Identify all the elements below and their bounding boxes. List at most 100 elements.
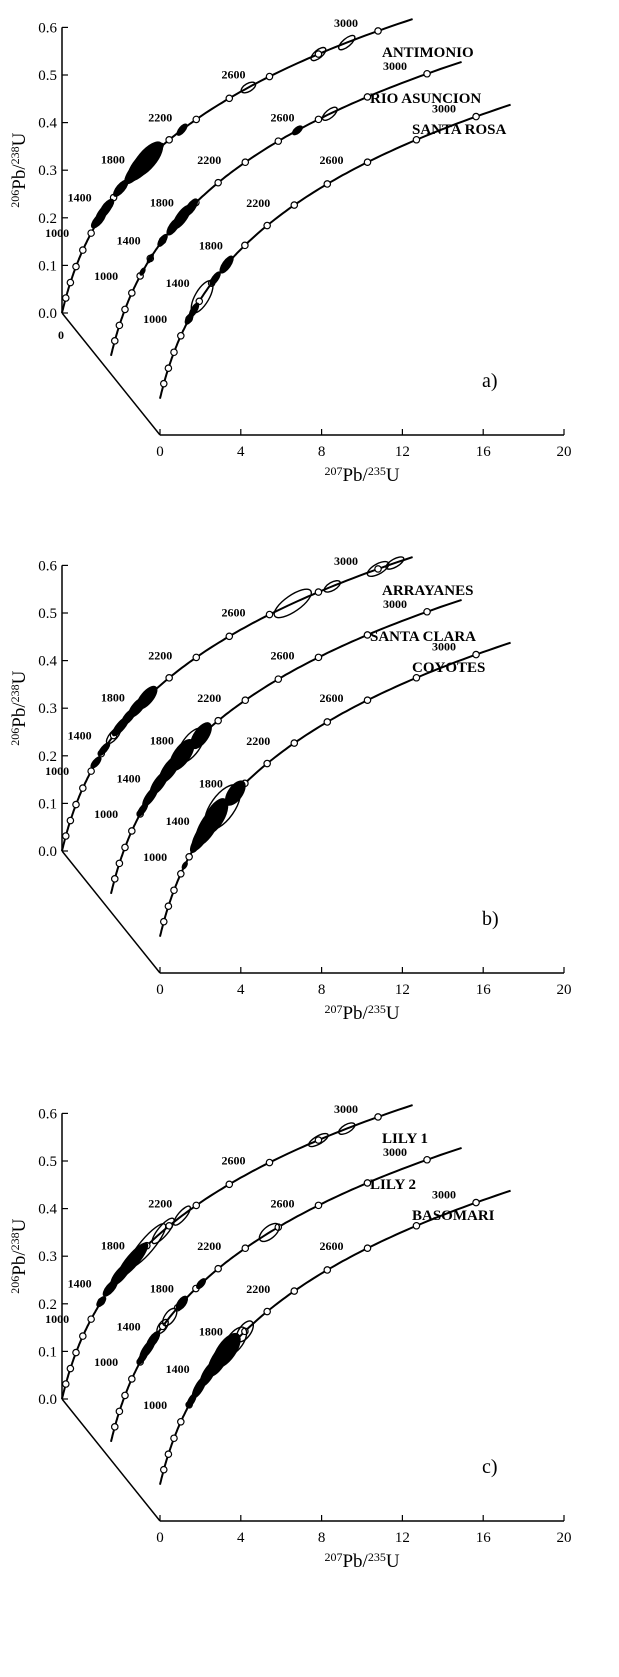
y-axis-title-base2: U (9, 132, 30, 146)
age-label: 1000 (94, 269, 118, 283)
error-ellipse (258, 1222, 281, 1243)
panel-label: a) (482, 370, 498, 392)
x-tick-label: 20 (557, 444, 572, 460)
x-axis-title-base: Pb/ (342, 465, 368, 486)
y-tick-label: 0.3 (38, 1249, 57, 1265)
error-ellipse (183, 198, 199, 217)
y-tick-label: 0.4 (38, 1202, 57, 1218)
panel-a: 0.00.10.20.30.40.50.60 4 8 12 16 200206Pb/238… (8, 16, 572, 486)
age-marker (110, 875, 119, 883)
x-tick-label: 16 (476, 982, 492, 998)
age-marker (274, 137, 283, 145)
age-label: 1000 (94, 1355, 118, 1369)
age-label: 3000 (334, 1102, 358, 1116)
oblique-axis-line (61, 1398, 161, 1522)
age-marker (472, 650, 480, 659)
age-label: 2600 (319, 153, 343, 167)
age-marker (192, 115, 201, 124)
age-marker (115, 1407, 124, 1416)
age-marker (177, 1417, 185, 1426)
y-axis-title-sup2: 238 (8, 684, 22, 702)
age-label: 1000 (45, 764, 69, 778)
age-label: 2200 (197, 691, 221, 705)
age-label: 1800 (101, 1239, 125, 1253)
age-label: 3000 (432, 1188, 456, 1202)
error-ellipse (235, 1320, 255, 1343)
y-tick-label: 0.1 (38, 1344, 57, 1360)
age-marker (79, 246, 87, 254)
x-tick-label: 12 (395, 1530, 410, 1546)
age-marker (192, 653, 201, 662)
error-ellipse (127, 1223, 167, 1269)
age-marker (121, 1391, 129, 1400)
age-marker (290, 1287, 299, 1295)
age-label: 2600 (221, 68, 245, 82)
y-axis-title: 206Pb/238U (8, 132, 30, 207)
age-marker (165, 674, 173, 682)
x-tick-label: 4 (237, 444, 245, 460)
y-axis-title-sup: 206 (8, 728, 22, 746)
age-label: 1000 (143, 312, 167, 326)
age-label: 1800 (101, 153, 125, 167)
age-marker (374, 1113, 382, 1121)
age-label: 2600 (270, 1196, 294, 1210)
age-label: 1400 (166, 814, 190, 828)
y-axis-title-sup2: 238 (8, 1232, 22, 1250)
error-ellipse (136, 685, 158, 710)
age-marker (323, 180, 332, 188)
age-label: 3000 (383, 597, 407, 611)
age-marker (164, 364, 173, 373)
error-ellipse (323, 580, 341, 593)
concordia-basomari: 1000 1400 1800 2200 2600 3000 (143, 1188, 511, 1485)
x-axis-title-sup: 207 (324, 464, 342, 478)
age-label: 1800 (199, 776, 223, 790)
x-axis-title-base2: U (386, 465, 400, 486)
x-axis-title-sup2: 235 (368, 1550, 386, 1564)
error-ellipse (291, 125, 303, 136)
x-axis-title-sup: 207 (324, 1002, 342, 1016)
age-marker (323, 718, 332, 726)
x-axis-title-base: Pb/ (342, 1551, 368, 1572)
concordia-santa-rosa: 1000 1400 1800 2200 2600 3000 (143, 102, 511, 399)
series-label-2: SANTA ROSA (412, 122, 506, 138)
concordia-santa-clara: 1000 1400 1800 2200 2600 3000 (94, 597, 462, 895)
age-marker (121, 305, 129, 314)
panel-c: 0.00.10.20.30.40.50.60 4 8 12 16 20206Pb/238U… (8, 1102, 572, 1572)
error-ellipse (188, 302, 200, 318)
age-label: 1400 (68, 729, 92, 743)
y-tick-label: 0.2 (38, 1297, 57, 1313)
age-label: 1400 (68, 1277, 92, 1291)
error-ellipse (273, 588, 313, 619)
y-tick-label: 0.3 (38, 163, 57, 179)
oblique-axis-line (61, 850, 161, 974)
age-label: 1800 (150, 196, 174, 210)
series-label-1: RIO ASUNCION (370, 91, 481, 107)
error-ellipse (307, 1132, 329, 1148)
age-label: 2600 (221, 1154, 245, 1168)
age-marker (110, 1423, 119, 1431)
age-label: 2200 (246, 196, 270, 210)
age-marker (87, 767, 95, 775)
panel-label: b) (482, 908, 499, 930)
age-marker (363, 158, 372, 167)
age-marker (363, 696, 372, 705)
concordia-antimonio: 1000 1400 1800 2200 2600 3000 (45, 16, 413, 314)
age-marker (265, 72, 274, 81)
x-tick-label: 4 (237, 1530, 245, 1546)
error-ellipse (90, 756, 102, 769)
origin-label: 0 (58, 328, 64, 342)
y-axis-title-base2: U (9, 1218, 30, 1232)
x-tick-label: 0 (156, 1530, 164, 1546)
y-axis-title-sup: 206 (8, 190, 22, 208)
x-tick-label: 0 (156, 982, 164, 998)
age-marker (66, 278, 75, 287)
age-label: 2200 (148, 1196, 172, 1210)
age-marker (165, 136, 173, 144)
age-marker (225, 632, 234, 641)
error-ellipse (96, 1296, 107, 1308)
age-label: 2200 (197, 1239, 221, 1253)
age-label: 2200 (246, 734, 270, 748)
x-tick-label: 8 (318, 444, 326, 460)
error-ellipse (151, 1217, 175, 1245)
